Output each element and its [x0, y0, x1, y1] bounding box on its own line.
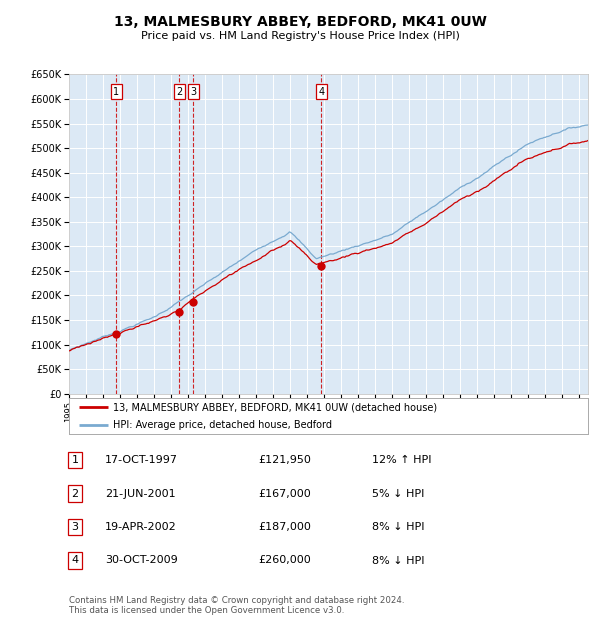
Text: 17-OCT-1997: 17-OCT-1997 — [105, 455, 178, 465]
Text: 1: 1 — [71, 455, 79, 465]
Text: 2: 2 — [71, 489, 79, 498]
Text: 1: 1 — [113, 87, 119, 97]
Text: 8% ↓ HPI: 8% ↓ HPI — [372, 556, 425, 565]
Text: 2: 2 — [176, 87, 182, 97]
Text: 13, MALMESBURY ABBEY, BEDFORD, MK41 0UW: 13, MALMESBURY ABBEY, BEDFORD, MK41 0UW — [113, 15, 487, 29]
Text: 4: 4 — [71, 556, 79, 565]
Text: £187,000: £187,000 — [258, 522, 311, 532]
Text: 5% ↓ HPI: 5% ↓ HPI — [372, 489, 424, 498]
Text: 21-JUN-2001: 21-JUN-2001 — [105, 489, 176, 498]
Text: Contains HM Land Registry data © Crown copyright and database right 2024.
This d: Contains HM Land Registry data © Crown c… — [69, 596, 404, 615]
Text: Price paid vs. HM Land Registry's House Price Index (HPI): Price paid vs. HM Land Registry's House … — [140, 31, 460, 41]
Text: 8% ↓ HPI: 8% ↓ HPI — [372, 522, 425, 532]
Text: 30-OCT-2009: 30-OCT-2009 — [105, 556, 178, 565]
Text: 19-APR-2002: 19-APR-2002 — [105, 522, 177, 532]
Text: £121,950: £121,950 — [258, 455, 311, 465]
Text: 13, MALMESBURY ABBEY, BEDFORD, MK41 0UW (detached house): 13, MALMESBURY ABBEY, BEDFORD, MK41 0UW … — [113, 402, 437, 412]
Text: £260,000: £260,000 — [258, 556, 311, 565]
Text: £167,000: £167,000 — [258, 489, 311, 498]
Text: 4: 4 — [318, 87, 325, 97]
Text: 12% ↑ HPI: 12% ↑ HPI — [372, 455, 431, 465]
Text: 3: 3 — [71, 522, 79, 532]
Text: HPI: Average price, detached house, Bedford: HPI: Average price, detached house, Bedf… — [113, 420, 332, 430]
Text: 3: 3 — [190, 87, 196, 97]
